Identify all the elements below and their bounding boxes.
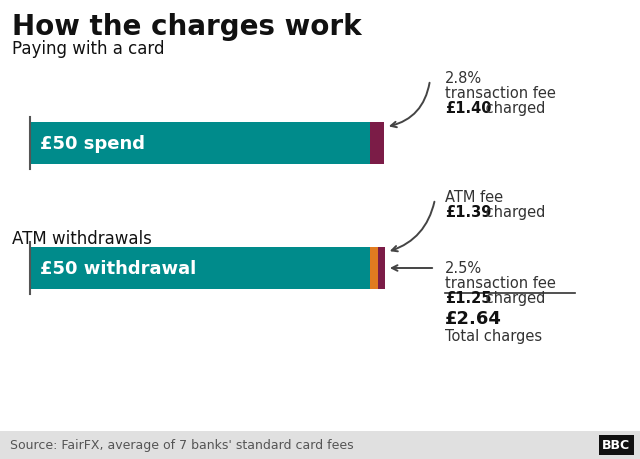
Text: Source: FairFX, average of 7 banks' standard card fees: Source: FairFX, average of 7 banks' stan… <box>10 438 354 452</box>
Bar <box>370 247 378 289</box>
Bar <box>30 247 370 289</box>
Text: charged: charged <box>481 101 545 116</box>
Text: £50 withdrawal: £50 withdrawal <box>40 259 196 277</box>
Bar <box>599 435 634 455</box>
Text: £1.39: £1.39 <box>445 205 492 219</box>
Text: £1.25: £1.25 <box>445 291 492 305</box>
Text: £50 spend: £50 spend <box>40 134 145 153</box>
Text: How the charges work: How the charges work <box>12 13 362 41</box>
Bar <box>378 247 385 289</box>
Text: transaction fee: transaction fee <box>445 86 556 101</box>
Text: ATM fee: ATM fee <box>445 190 503 205</box>
Text: 2.8%: 2.8% <box>445 71 482 86</box>
Text: charged: charged <box>481 205 545 219</box>
Text: £1.40: £1.40 <box>445 101 492 116</box>
Text: Total charges: Total charges <box>445 328 542 343</box>
Bar <box>370 123 384 165</box>
Bar <box>0 431 640 459</box>
Text: Paying with a card: Paying with a card <box>12 40 164 58</box>
Text: £2.64: £2.64 <box>445 309 502 327</box>
Text: charged: charged <box>481 291 545 305</box>
Text: transaction fee: transaction fee <box>445 275 556 291</box>
Text: 2.5%: 2.5% <box>445 260 482 275</box>
Bar <box>30 123 370 165</box>
Text: ATM withdrawals: ATM withdrawals <box>12 230 152 247</box>
Text: BBC: BBC <box>602 438 630 452</box>
